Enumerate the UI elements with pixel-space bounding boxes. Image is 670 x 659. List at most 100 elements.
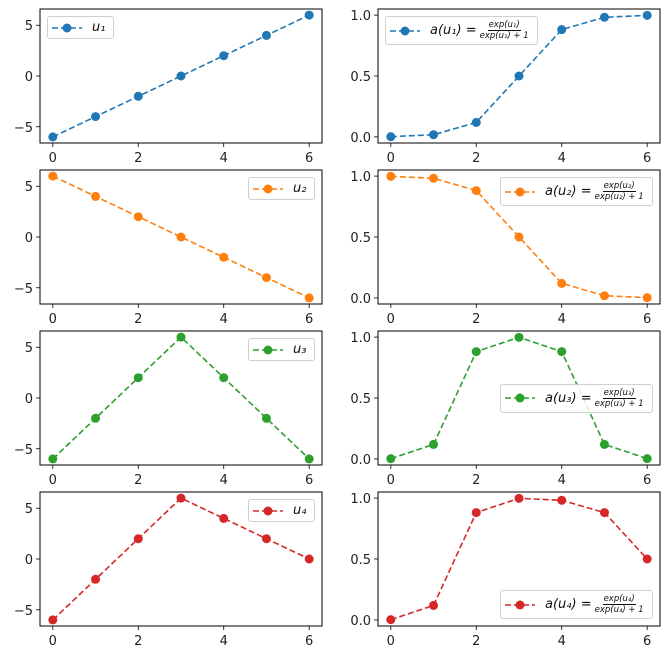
x-tick-label: 2 <box>134 473 142 488</box>
x-tick-label: 2 <box>134 312 142 327</box>
y-tick-label: 0.5 <box>350 553 371 568</box>
legend-denominator: exp(u₃) + 1 <box>594 398 644 409</box>
legend-label: u₁ <box>92 20 106 35</box>
data-point <box>261 413 271 423</box>
data-point <box>133 91 143 101</box>
data-point <box>133 212 143 222</box>
x-tick-label: 4 <box>558 473 566 488</box>
axes-frame <box>377 8 661 144</box>
data-point <box>91 112 101 122</box>
legend: a(u₁) = exp(u₁) exp(u₁) + 1 <box>385 16 538 45</box>
y-tick-label: 1.0 <box>350 170 371 185</box>
legend: u₄ <box>248 499 316 522</box>
x-tick-label: 4 <box>558 312 566 327</box>
data-point <box>304 454 314 464</box>
x-tick-label: 4 <box>220 151 228 166</box>
legend: a(u₃) = exp(u₃) exp(u₃) + 1 <box>500 383 653 413</box>
legend-fraction: exp(u₂) exp(u₂) + 1 <box>595 181 644 202</box>
data-point <box>599 508 609 518</box>
legend-label: u₃ <box>293 342 307 357</box>
x-tick-label: 0 <box>387 634 395 649</box>
data-point <box>176 71 186 81</box>
legend-label-lhs: a(u₄) = <box>545 597 592 612</box>
data-point <box>642 293 652 303</box>
x-tick-label: 2 <box>134 151 142 166</box>
x-tick-label: 0 <box>49 312 57 327</box>
subplot-row2-right: 0 2 4 6 0.0 0.5 1.0 <box>350 169 661 327</box>
y-tick-label: 0.5 <box>350 70 371 85</box>
legend: a(u₂) = exp(u₂) exp(u₂) + 1 <box>500 177 653 206</box>
legend: u₃ <box>248 338 316 361</box>
legend-marker-icon <box>52 23 82 32</box>
data-point <box>304 293 314 303</box>
data-point <box>471 347 481 357</box>
data-point <box>48 615 58 625</box>
data-point <box>304 10 314 20</box>
legend-marker-icon <box>253 345 283 354</box>
x-tick-label: 6 <box>305 151 313 166</box>
data-point <box>642 454 652 464</box>
subplot-row4-right: 0 2 4 6 0.0 0.5 1.0 <box>350 491 661 649</box>
y-tick-label: 5 <box>25 180 33 195</box>
data-point <box>599 439 609 449</box>
axes-frame <box>377 169 661 305</box>
y-tick-label: 0 <box>25 392 33 407</box>
y-tick-label: 0.5 <box>350 392 371 407</box>
y-tick-label: 0 <box>25 231 33 246</box>
legend-fraction: exp(u₄) exp(u₄) + 1 <box>595 594 644 615</box>
data-point <box>386 171 396 181</box>
data-point <box>514 71 524 81</box>
y-tick-label: 0.0 <box>350 292 371 307</box>
legend-denominator: exp(u₄) + 1 <box>594 605 644 615</box>
data-point <box>133 373 143 383</box>
data-point <box>176 493 186 503</box>
x-tick-label: 2 <box>134 634 142 649</box>
data-point <box>48 171 58 181</box>
axes-frame <box>39 330 323 466</box>
data-point <box>599 291 609 301</box>
y-tick-label: −5 <box>14 604 33 619</box>
data-point <box>642 554 652 564</box>
data-point <box>304 554 314 564</box>
data-point <box>261 534 271 544</box>
y-tick-label: 0 <box>25 70 33 85</box>
data-point <box>219 373 229 383</box>
legend-numerator: exp(u₃) <box>602 387 636 399</box>
x-tick-label: 0 <box>49 473 57 488</box>
data-point <box>176 332 186 342</box>
x-tick-label: 6 <box>305 634 313 649</box>
y-tick-label: −5 <box>14 443 33 458</box>
x-tick-label: 2 <box>472 151 480 166</box>
x-tick-label: 4 <box>558 634 566 649</box>
data-point <box>219 513 229 523</box>
data-point <box>386 615 396 625</box>
legend-marker-icon <box>505 393 535 403</box>
legend-label-lhs: a(u₂) = <box>545 184 592 199</box>
data-point <box>599 12 609 22</box>
y-tick-label: 0 <box>25 553 33 568</box>
axes-frame <box>39 8 323 144</box>
subplot-row3-left: 0 2 4 6 −5 0 5 <box>14 330 323 488</box>
data-point <box>557 495 567 505</box>
axes-frame <box>39 169 323 305</box>
x-tick-label: 2 <box>472 312 480 327</box>
data-point <box>429 600 439 610</box>
data-point <box>91 574 101 584</box>
subplot-row2-left: 0 2 4 6 −5 0 5 <box>14 169 323 327</box>
y-tick-label: −5 <box>14 121 33 136</box>
x-tick-label: 6 <box>305 312 313 327</box>
data-point <box>386 454 396 464</box>
x-tick-label: 6 <box>643 151 651 166</box>
data-point <box>261 30 271 40</box>
y-tick-label: 1.0 <box>350 331 371 346</box>
legend-marker-icon <box>253 184 283 193</box>
x-tick-label: 6 <box>643 312 651 327</box>
x-tick-label: 0 <box>387 151 395 166</box>
legend-label-lhs: a(u₃) = <box>545 390 592 406</box>
legend-fraction: exp(u₁) exp(u₁) + 1 <box>480 20 529 41</box>
x-tick-label: 6 <box>643 473 651 488</box>
x-tick-label: 4 <box>220 312 228 327</box>
data-point <box>471 117 481 127</box>
y-tick-label: 0.0 <box>350 131 371 146</box>
